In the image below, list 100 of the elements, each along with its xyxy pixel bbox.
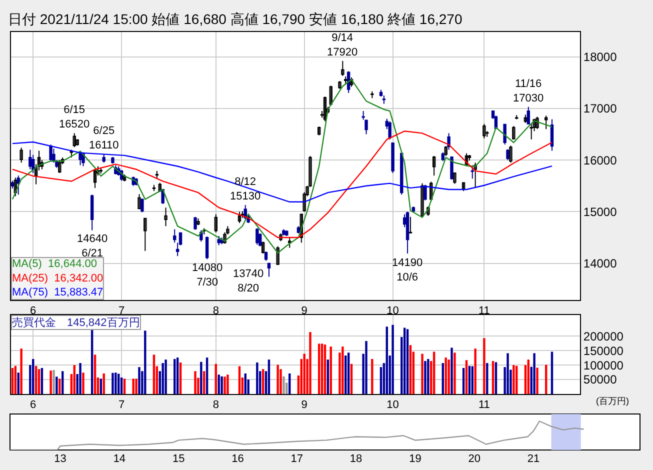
bar: [56, 376, 58, 394]
bar: [73, 365, 76, 394]
bar: [516, 366, 518, 394]
x-tick-label: 8: [212, 399, 219, 412]
annotation: 13740 8/20: [233, 268, 264, 294]
bar: [220, 376, 223, 394]
bar: [371, 358, 374, 394]
bar: [244, 373, 246, 394]
y-tick-label: 14000: [583, 256, 618, 271]
x-tick-label: 9: [301, 399, 308, 412]
bar: [424, 361, 426, 394]
bar: [268, 360, 270, 394]
annotation: 売買代金 145,842百万円: [12, 316, 140, 329]
bar: [432, 352, 436, 394]
bar: [164, 360, 167, 394]
bar: [454, 352, 456, 394]
bar: [114, 372, 117, 394]
bar: [34, 366, 38, 394]
bar: [320, 344, 324, 394]
bar: [20, 348, 22, 394]
bar: [409, 345, 412, 394]
chart-title: 日付 2021/11/24 15:00 始値 16,680 高値 16,790 安値 16,180 終値 16,270: [8, 11, 462, 27]
bar: [421, 354, 424, 394]
bar: [52, 370, 55, 394]
y-axis-title: (百万円): [596, 396, 629, 406]
bar: [162, 363, 164, 394]
bar: [61, 371, 64, 394]
bar: [79, 363, 82, 394]
bar: [152, 354, 156, 394]
bar: [427, 358, 430, 394]
bar: [90, 330, 94, 394]
bar: [365, 341, 368, 394]
x-tick-label: 6: [30, 305, 36, 318]
bar: [392, 324, 394, 394]
bar: [40, 368, 44, 394]
bar: [118, 374, 120, 394]
annotation: 8/12 15130: [230, 176, 261, 202]
bar: [176, 358, 179, 394]
bar: [324, 344, 326, 394]
annotation: 11/16 17030: [513, 78, 544, 104]
annotation: 6/25 16110: [89, 125, 119, 152]
bar: [347, 352, 350, 394]
x-tick-label: 10: [386, 305, 399, 318]
bar: [303, 354, 306, 394]
y-tick-label: 100000: [583, 358, 624, 372]
bar: [179, 362, 182, 394]
x-tick-label: 7: [118, 305, 125, 318]
bar: [550, 352, 554, 394]
bar: [120, 378, 123, 394]
y-tick-label: 150000: [583, 344, 624, 358]
bar: [288, 373, 291, 394]
bar: [100, 378, 102, 394]
x-tick-label: 9: [301, 305, 308, 318]
bar: [406, 329, 409, 394]
bar: [342, 346, 344, 394]
bar: [58, 378, 61, 394]
x-tick-label: 20: [468, 453, 480, 465]
y-tick-label: 17000: [583, 102, 618, 116]
text: MA(25) 16,342.00: [12, 272, 104, 284]
bar: [206, 358, 208, 394]
bar: [350, 364, 353, 394]
bar: [82, 372, 84, 394]
bar: [14, 366, 17, 394]
bar: [238, 366, 241, 394]
bar: [138, 367, 140, 394]
bar: [112, 372, 114, 394]
bar: [214, 364, 217, 394]
bar: [344, 356, 347, 394]
bar: [280, 369, 282, 394]
x-tick-label: 16: [232, 453, 244, 465]
bar: [448, 360, 450, 394]
y-tick-label: 16000: [583, 153, 618, 168]
bar: [200, 362, 202, 394]
bar: [483, 338, 486, 394]
x-tick-label: 6: [30, 399, 36, 412]
text: MA(75) 15,883.47: [12, 286, 104, 299]
bar: [132, 378, 134, 394]
bar: [226, 374, 229, 394]
annotation: 14190 10/6: [392, 257, 423, 284]
bar: [380, 367, 382, 394]
candlestick: [362, 110, 365, 120]
x-tick-label: 21: [527, 453, 540, 465]
x-tick-label: 7: [118, 399, 125, 412]
x-tick-label: 8: [212, 305, 219, 318]
bar: [174, 358, 176, 394]
bar: [462, 368, 465, 394]
bar: [533, 353, 536, 394]
bar: [32, 358, 34, 394]
bar: [50, 370, 52, 394]
x-tick-label: 10: [386, 399, 399, 412]
bar: [330, 346, 332, 394]
bar: [144, 330, 146, 394]
bar: [203, 371, 206, 394]
bar: [309, 332, 312, 394]
bar: [465, 360, 468, 394]
annotation: 9/14 17920: [327, 32, 358, 58]
bar: [276, 364, 279, 394]
y-tick-label: 200000: [583, 329, 624, 344]
bar: [442, 363, 444, 394]
x-tick-label: 11: [478, 399, 490, 412]
